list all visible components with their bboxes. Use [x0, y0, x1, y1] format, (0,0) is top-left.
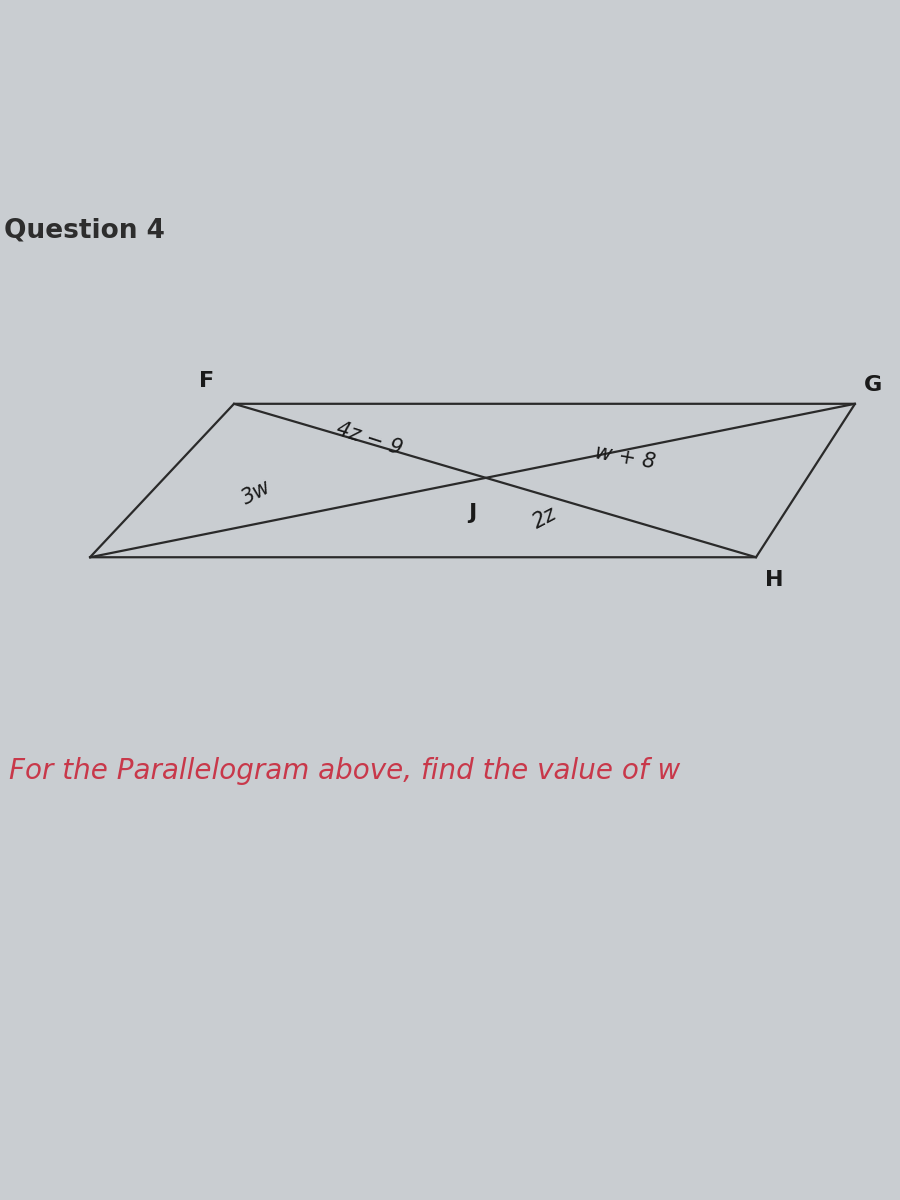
Text: G: G — [864, 376, 882, 395]
Text: 3w: 3w — [238, 476, 274, 508]
Text: w + 8: w + 8 — [594, 442, 657, 473]
Text: H: H — [765, 570, 783, 590]
Text: For the Parallelogram above, find the value of w: For the Parallelogram above, find the va… — [9, 757, 680, 785]
Text: Question 4: Question 4 — [4, 217, 166, 244]
Text: J: J — [468, 503, 477, 523]
Text: 4z − 9: 4z − 9 — [334, 419, 404, 458]
Text: F: F — [200, 371, 214, 390]
Text: 2z: 2z — [529, 503, 560, 533]
